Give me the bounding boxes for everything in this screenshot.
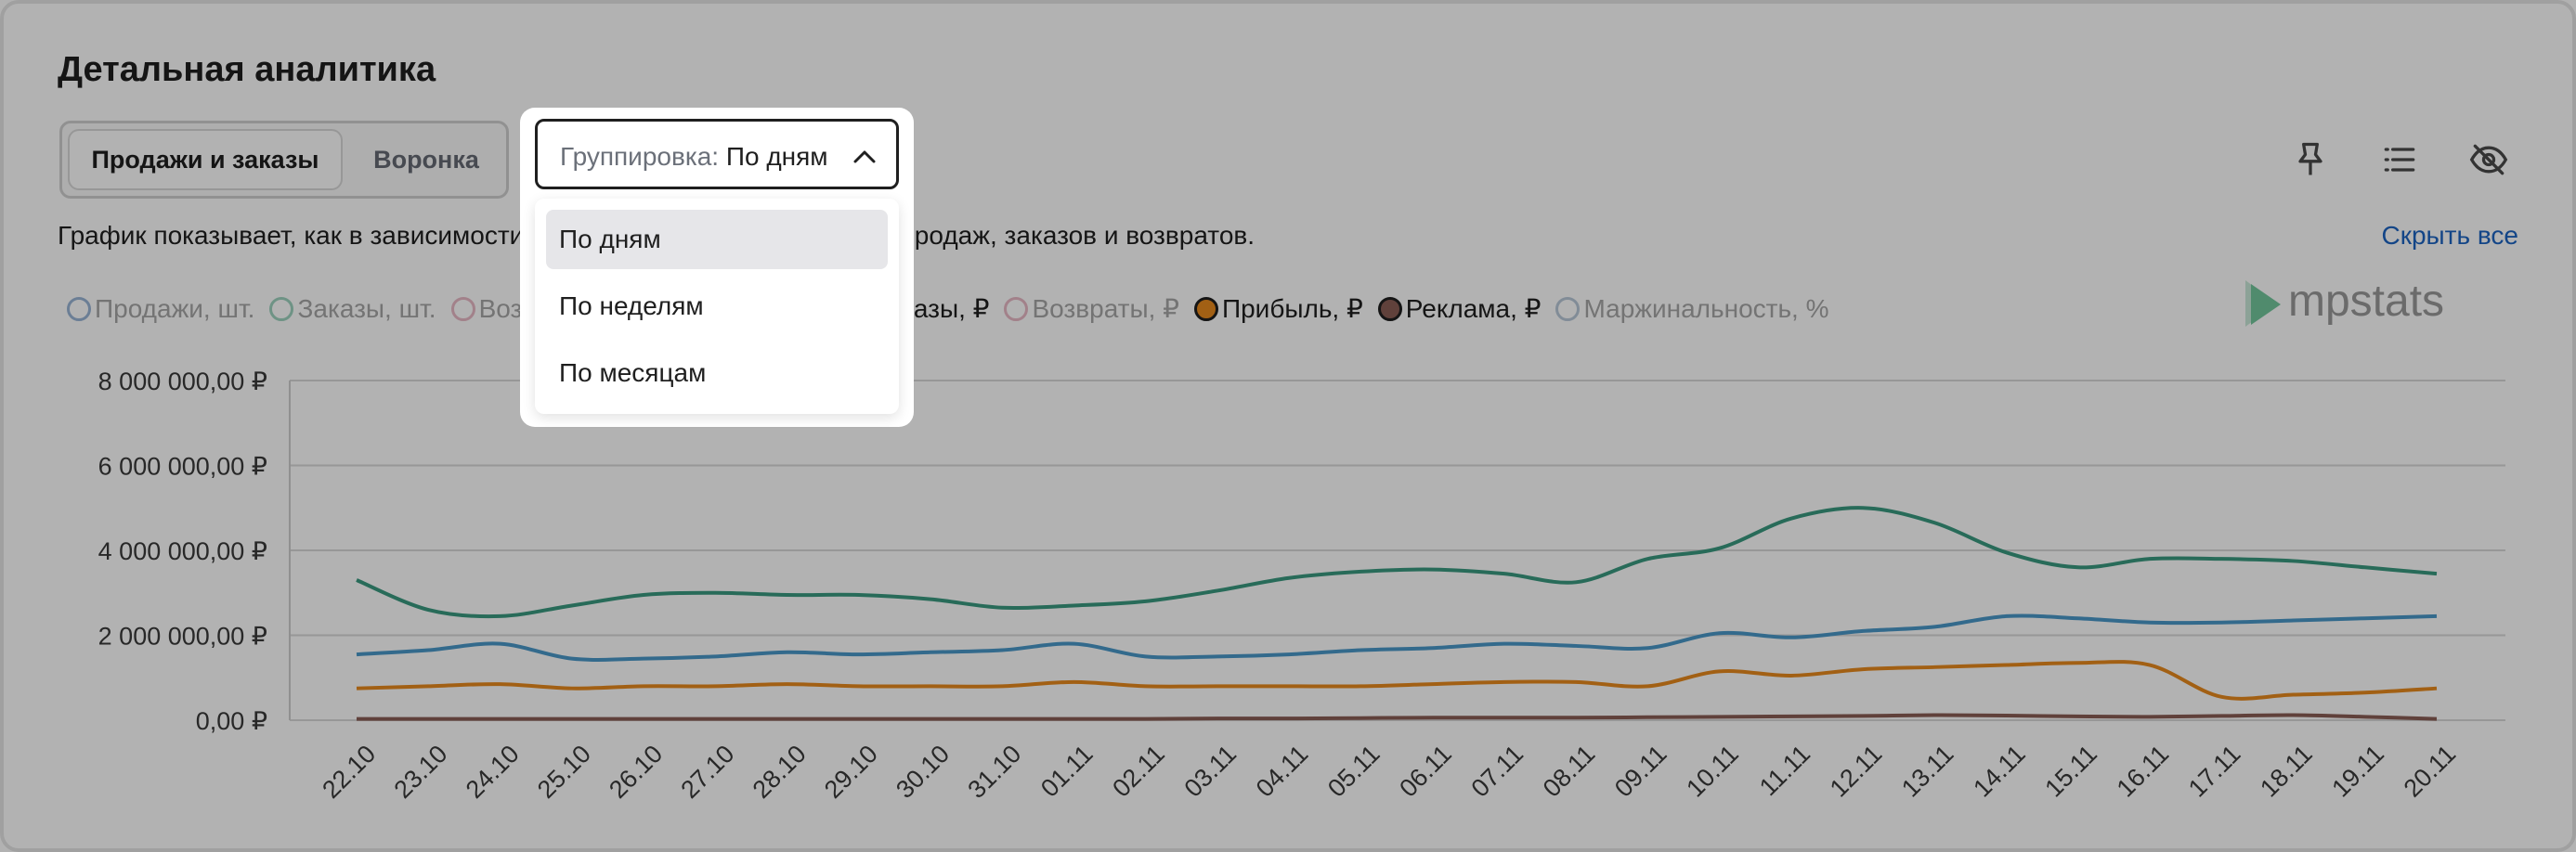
legend-label: Маржинальность, % <box>1583 293 1829 323</box>
option-by-months[interactable]: По месяцам <box>559 358 707 387</box>
tab-funnel[interactable]: Воронка <box>373 146 479 174</box>
y-tick-label: 8 000 000,00 ₽ <box>98 368 267 395</box>
legend-marker <box>67 296 91 321</box>
option-by-days[interactable]: По дням <box>546 210 888 269</box>
legend-marker <box>1004 296 1029 321</box>
page-title: Детальная аналитика <box>58 50 436 89</box>
y-tick-label: 4 000 000,00 ₽ <box>98 537 267 565</box>
logo-text: mpstats <box>2288 277 2444 326</box>
legend-item[interactable]: Продажи, шт. <box>67 294 254 324</box>
tab-sales-orders[interactable]: Продажи и заказы <box>70 131 341 188</box>
legend-label: Реклама, ₽ <box>1405 294 1542 323</box>
y-tick-label: 6 000 000,00 ₽ <box>98 453 267 481</box>
series-line <box>356 506 2438 619</box>
grouping-dropdown: Группировка: По дням По дням По неделям … <box>520 108 914 427</box>
tab-group: Продажи и заказы Воронка <box>59 121 509 199</box>
legend-label: Прибыль, ₽ <box>1221 294 1363 323</box>
pin-icon[interactable] <box>2290 139 2331 180</box>
legend-item[interactable]: Возвраты, ₽ <box>1004 293 1179 324</box>
mpstats-logo: mpstats <box>2240 275 2509 334</box>
legend-label: Продажи, шт. <box>95 293 255 323</box>
legend-item[interactable]: Реклама, ₽ <box>1377 293 1542 324</box>
grouping-value: По дням <box>725 142 828 171</box>
legend-item[interactable]: Заказы, шт. <box>269 294 436 324</box>
series-line <box>356 713 2438 721</box>
option-by-weeks[interactable]: По неделям <box>559 291 704 320</box>
series-line <box>356 613 2438 662</box>
legend-marker <box>269 296 294 321</box>
line-chart: 0,00 ₽ 2 000 000,00 ₽ 4 000 000,00 ₽ 6 000 … <box>98 368 2505 804</box>
grouping-select[interactable]: Группировка: По дням <box>535 119 899 189</box>
legend-marker <box>1193 296 1218 321</box>
legend-marker <box>450 296 475 321</box>
series-line <box>356 660 2438 701</box>
legend-label: Возвраты, ₽ <box>1032 294 1179 323</box>
eye-off-icon[interactable] <box>2468 139 2509 180</box>
y-tick-label: 0,00 ₽ <box>196 707 267 735</box>
grouping-menu: По дням По неделям По месяцам <box>535 199 899 414</box>
grouping-label: Группировка: <box>560 142 720 171</box>
chevron-up-icon <box>853 150 876 163</box>
legend-item[interactable]: Прибыль, ₽ <box>1193 293 1363 324</box>
legend-marker <box>1555 296 1581 321</box>
legend-label: Заказы, шт. <box>297 293 436 323</box>
legend-marker <box>1377 296 1402 321</box>
legend-item[interactable]: Маржинальность, % <box>1555 293 1829 324</box>
y-tick-label: 2 000 000,00 ₽ <box>98 623 267 651</box>
list-icon[interactable] <box>2379 139 2420 180</box>
hide-all-link[interactable]: Скрыть все <box>2381 221 2519 250</box>
